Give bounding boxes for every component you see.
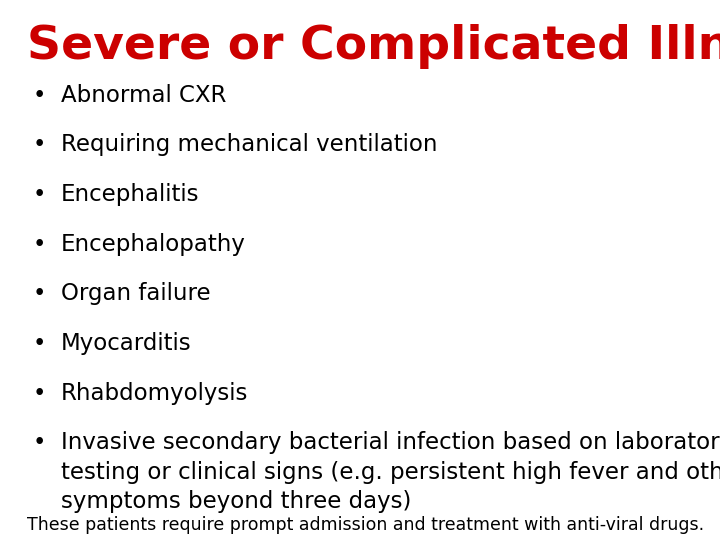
- Text: •: •: [33, 84, 46, 107]
- Text: Requiring mechanical ventilation: Requiring mechanical ventilation: [61, 133, 438, 157]
- Text: •: •: [33, 133, 46, 157]
- Text: Abnormal CXR: Abnormal CXR: [61, 84, 227, 107]
- Text: Rhabdomyolysis: Rhabdomyolysis: [61, 382, 248, 405]
- Text: Severe or Complicated Illness: Severe or Complicated Illness: [27, 24, 720, 69]
- Text: Encephalitis: Encephalitis: [61, 183, 199, 206]
- Text: Encephalopathy: Encephalopathy: [61, 233, 246, 256]
- Text: •: •: [33, 382, 46, 405]
- Text: Invasive secondary bacterial infection based on laboratory
testing or clinical s: Invasive secondary bacterial infection b…: [61, 431, 720, 513]
- Text: •: •: [33, 233, 46, 256]
- Text: Myocarditis: Myocarditis: [61, 332, 192, 355]
- Text: •: •: [33, 332, 46, 355]
- Text: •: •: [33, 282, 46, 306]
- Text: •: •: [33, 183, 46, 206]
- Text: •: •: [33, 431, 46, 455]
- Text: These patients require prompt admission and treatment with anti-viral drugs.: These patients require prompt admission …: [27, 516, 704, 534]
- Text: Organ failure: Organ failure: [61, 282, 211, 306]
